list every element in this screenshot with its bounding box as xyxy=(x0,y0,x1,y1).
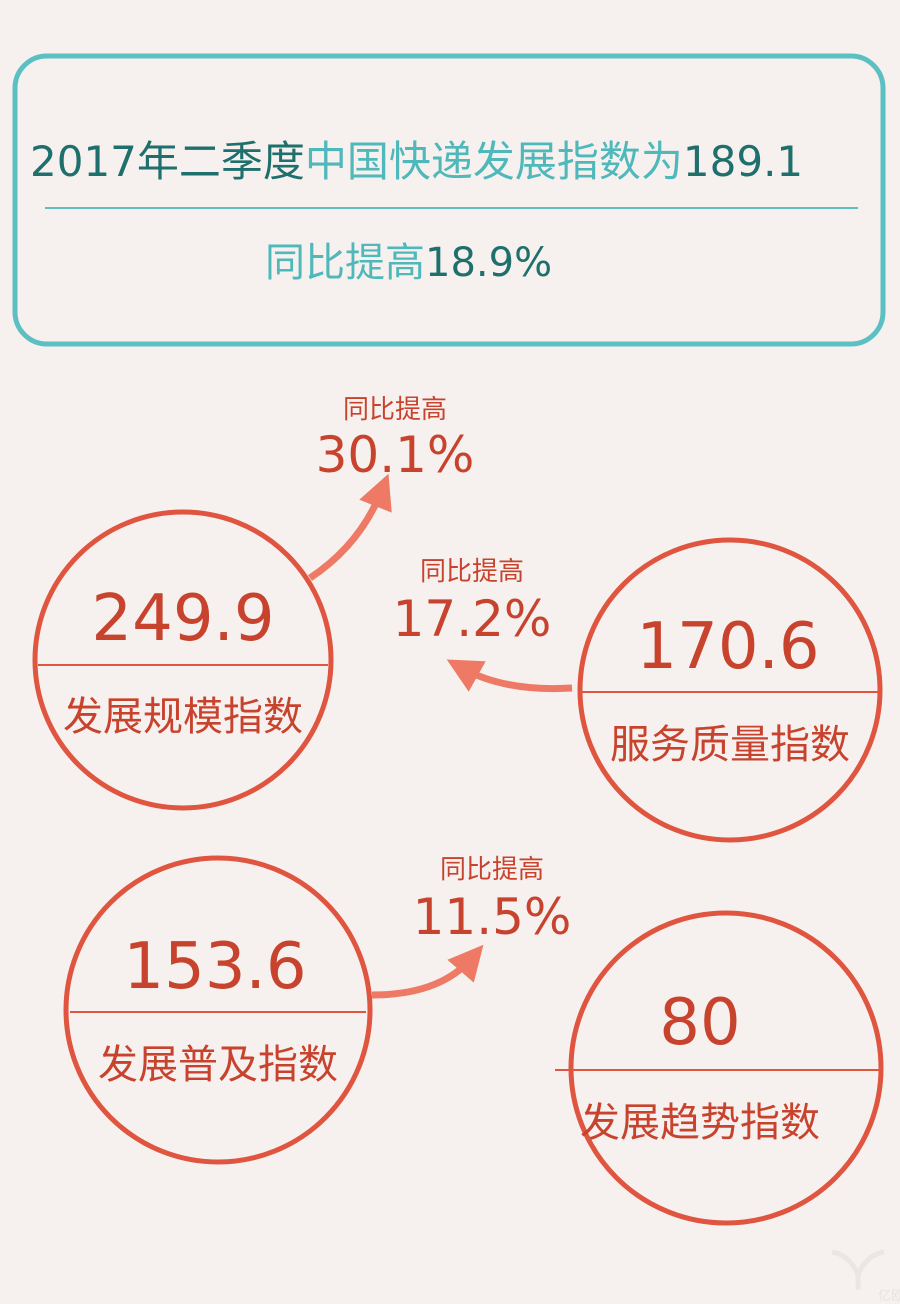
index-label: 发展趋势指数 xyxy=(580,1100,820,1146)
index-circle-coverage: 153.6 发展普及指数 xyxy=(63,855,373,1165)
growth-value: 11.5% xyxy=(413,888,572,946)
index-value: 153.6 xyxy=(123,930,306,1004)
growth-label: 同比提高 xyxy=(440,855,544,885)
index-label: 发展规模指数 xyxy=(63,694,303,740)
index-label: 发展普及指数 xyxy=(98,1042,338,1088)
index-value: 80 xyxy=(659,986,740,1060)
index-circle-trend: 80 发展趋势指数 xyxy=(555,910,884,1226)
index-label: 服务质量指数 xyxy=(610,722,850,768)
header-title: 2017年二季度中国快递发展指数为189.1 xyxy=(30,137,803,186)
growth-value: 30.1% xyxy=(316,426,475,484)
watermark-text: 亿欧 xyxy=(878,1289,900,1304)
title-value: 189.1 xyxy=(683,137,803,186)
subtitle-value: 18.9% xyxy=(425,240,552,286)
growth-label: 同比提高 xyxy=(343,395,447,425)
index-value: 170.6 xyxy=(636,610,819,684)
subtitle-label: 同比提高 xyxy=(265,240,425,286)
index-circle-scale: 249.9 发展规模指数 xyxy=(32,509,334,811)
index-circle-quality: 170.6 服务质量指数 xyxy=(577,537,883,843)
header-subtitle: 同比提高18.9% xyxy=(265,240,552,286)
growth-value: 17.2% xyxy=(393,590,552,648)
arrow-up-icon xyxy=(308,473,392,581)
index-value: 249.9 xyxy=(91,582,274,656)
arrow-up-icon xyxy=(371,944,484,999)
title-subject: 中国快递发展指数为 xyxy=(305,137,683,186)
watermark-logo: 亿欧 xyxy=(831,1249,900,1304)
title-period: 2017年二季度 xyxy=(30,137,305,186)
growth-label: 同比提高 xyxy=(420,557,524,587)
arrow-left-icon xyxy=(446,659,573,693)
header-box xyxy=(12,53,886,347)
